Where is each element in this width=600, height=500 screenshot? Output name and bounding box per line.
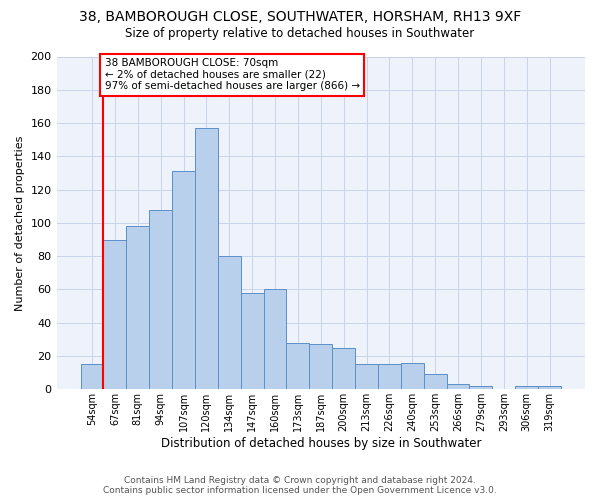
Bar — [515, 386, 538, 390]
Bar — [195, 128, 218, 390]
Text: 38, BAMBOROUGH CLOSE, SOUTHWATER, HORSHAM, RH13 9XF: 38, BAMBOROUGH CLOSE, SOUTHWATER, HORSHA… — [79, 10, 521, 24]
Bar — [446, 384, 469, 390]
Bar — [149, 210, 172, 390]
Bar — [469, 386, 493, 390]
Text: 38 BAMBOROUGH CLOSE: 70sqm
← 2% of detached houses are smaller (22)
97% of semi-: 38 BAMBOROUGH CLOSE: 70sqm ← 2% of detac… — [104, 58, 360, 92]
Bar — [332, 348, 355, 390]
Text: Contains HM Land Registry data © Crown copyright and database right 2024.
Contai: Contains HM Land Registry data © Crown c… — [103, 476, 497, 495]
Bar — [127, 226, 149, 390]
Bar — [218, 256, 241, 390]
Bar — [355, 364, 378, 390]
Bar — [286, 342, 310, 390]
Bar — [310, 344, 332, 390]
Bar — [80, 364, 103, 390]
Bar — [241, 293, 263, 390]
Bar — [378, 364, 401, 390]
Y-axis label: Number of detached properties: Number of detached properties — [15, 135, 25, 310]
Bar — [103, 240, 127, 390]
Bar — [538, 386, 561, 390]
Bar — [401, 362, 424, 390]
Bar — [424, 374, 446, 390]
Bar — [263, 290, 286, 390]
Text: Size of property relative to detached houses in Southwater: Size of property relative to detached ho… — [125, 28, 475, 40]
Bar — [172, 172, 195, 390]
X-axis label: Distribution of detached houses by size in Southwater: Distribution of detached houses by size … — [161, 437, 481, 450]
